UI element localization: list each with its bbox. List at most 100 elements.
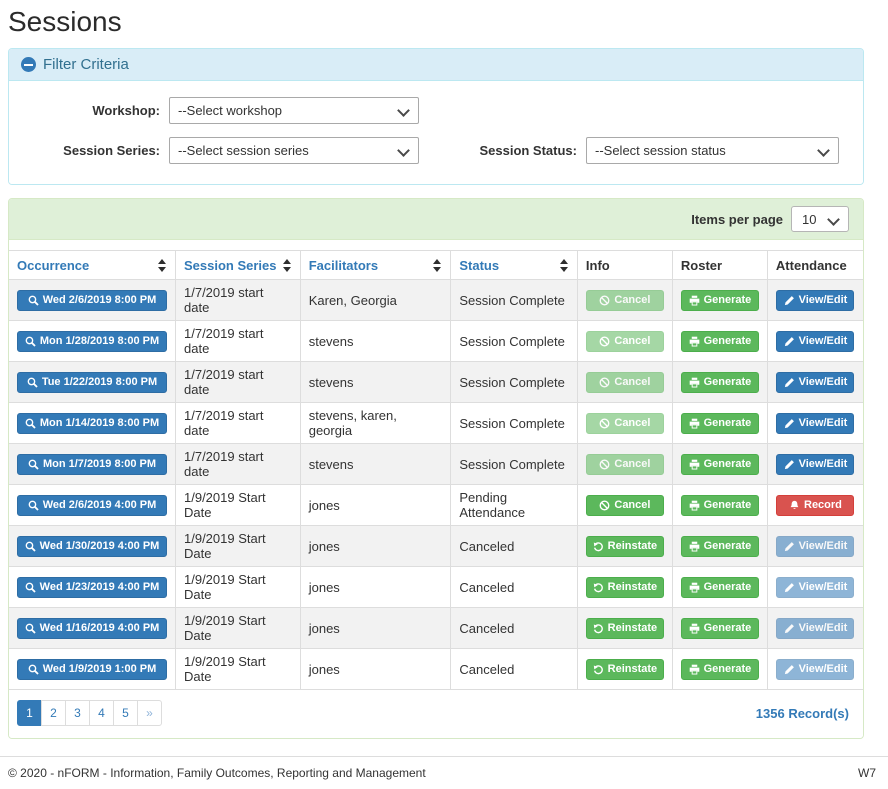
page-title: Sessions: [8, 6, 864, 38]
facilitators-cell: jones: [300, 567, 451, 608]
session-series-cell: 1/9/2019 Start Date: [176, 485, 301, 526]
attendance-button-label: View/Edit: [799, 336, 848, 347]
attendance-button[interactable]: View/Edit: [776, 290, 854, 311]
info-button[interactable]: Reinstate: [586, 536, 664, 557]
pencil-icon: [784, 541, 795, 552]
workshop-label: Workshop:: [9, 103, 169, 118]
session-series-label: Session Series:: [9, 143, 169, 158]
info-button[interactable]: Cancel: [586, 495, 664, 516]
attendance-button[interactable]: View/Edit: [776, 413, 854, 434]
sort-icon[interactable]: [283, 259, 292, 272]
page-button-4[interactable]: 4: [89, 700, 114, 726]
occurrence-button[interactable]: Wed 1/30/2019 4:00 PM: [17, 536, 167, 557]
table-row: Mon 1/28/2019 8:00 PM 1/7/2019 start date…: [9, 321, 863, 362]
attendance-button[interactable]: View/Edit: [776, 454, 854, 475]
roster-button[interactable]: Generate: [681, 290, 759, 311]
occurrence-button[interactable]: Wed 2/6/2019 4:00 PM: [17, 495, 167, 516]
status-cell: Session Complete: [451, 362, 578, 403]
page-button-3[interactable]: 3: [65, 700, 90, 726]
workshop-select[interactable]: --Select workshop: [169, 97, 419, 124]
occurrence-cell: Wed 1/30/2019 4:00 PM: [9, 526, 176, 567]
status-cell: Canceled: [451, 608, 578, 649]
roster-button[interactable]: Generate: [681, 618, 759, 639]
column-header-occurrence[interactable]: Occurrence: [9, 251, 176, 280]
page-button-next[interactable]: »: [137, 700, 162, 726]
facilitators-cell: jones: [300, 608, 451, 649]
attendance-button-label: View/Edit: [799, 582, 848, 593]
occurrence-button[interactable]: Tue 1/22/2019 8:00 PM: [17, 372, 167, 393]
table-header-row: Occurrence Session Series FacilitatorsStat…: [9, 251, 863, 280]
roster-button[interactable]: Generate: [681, 331, 759, 352]
session-series-cell: 1/7/2019 start date: [176, 403, 301, 444]
info-button[interactable]: Reinstate: [586, 659, 664, 680]
occurrence-button-label: Wed 2/6/2019 4:00 PM: [43, 500, 157, 511]
roster-button-label: Generate: [704, 623, 752, 634]
attendance-button[interactable]: View/Edit: [776, 331, 854, 352]
column-header-session-series[interactable]: Session Series: [176, 251, 301, 280]
table-row: Tue 1/22/2019 8:00 PM1/7/2019 start date…: [9, 362, 863, 403]
search-icon: [27, 377, 38, 388]
table-row: Wed 2/6/2019 4:00 PM 1/9/2019 Start Datej…: [9, 485, 863, 526]
roster-button[interactable]: Generate: [681, 536, 759, 557]
roster-button-label: Generate: [704, 582, 752, 593]
attendance-button-label: Record: [804, 500, 842, 511]
filter-criteria-header[interactable]: Filter Criteria: [9, 49, 863, 81]
info-button-label: Cancel: [614, 459, 650, 470]
roster-cell: Generate: [672, 280, 767, 321]
roster-button-label: Generate: [704, 336, 752, 347]
sort-icon[interactable]: [158, 259, 167, 272]
sort-icon[interactable]: [560, 259, 569, 272]
column-header-status[interactable]: Status: [451, 251, 578, 280]
roster-button[interactable]: Generate: [681, 495, 759, 516]
session-series-cell: 1/9/2019 Start Date: [176, 567, 301, 608]
attendance-cell: View/Edit: [767, 444, 863, 485]
session-series-select[interactable]: --Select session series: [169, 137, 419, 164]
info-button[interactable]: Reinstate: [586, 618, 664, 639]
status-cell: Session Complete: [451, 321, 578, 362]
attendance-button[interactable]: Record: [776, 495, 854, 516]
search-icon: [25, 623, 36, 634]
info-cell: Cancel: [577, 444, 672, 485]
occurrence-button-label: Wed 1/30/2019 4:00 PM: [40, 541, 160, 552]
page-button-2[interactable]: 2: [41, 700, 66, 726]
roster-button[interactable]: Generate: [681, 659, 759, 680]
occurrence-button[interactable]: Mon 1/7/2019 8:00 PM: [17, 454, 167, 475]
occurrence-button-label: Wed 1/9/2019 1:00 PM: [43, 664, 157, 675]
roster-button[interactable]: Generate: [681, 372, 759, 393]
session-series-cell: 1/7/2019 start date: [176, 444, 301, 485]
occurrence-button[interactable]: Wed 1/16/2019 4:00 PM: [17, 618, 167, 639]
attendance-button: View/Edit: [776, 659, 854, 680]
facilitators-cell: jones: [300, 526, 451, 567]
occurrence-button[interactable]: Wed 1/23/2019 4:00 PM: [17, 577, 167, 598]
roster-button[interactable]: Generate: [681, 413, 759, 434]
attendance-button[interactable]: View/Edit: [776, 372, 854, 393]
column-header-facilitators[interactable]: Facilitators: [300, 251, 451, 280]
facilitators-cell: jones: [300, 485, 451, 526]
roster-button-label: Generate: [704, 664, 752, 675]
ban-icon: [599, 500, 610, 511]
status-cell: Session Complete: [451, 280, 578, 321]
occurrence-button[interactable]: Wed 1/9/2019 1:00 PM: [17, 659, 167, 680]
session-status-select[interactable]: --Select session status: [586, 137, 839, 164]
items-per-page-select-wrap: 10: [791, 206, 849, 232]
info-button-label: Cancel: [614, 377, 650, 388]
page-button-5[interactable]: 5: [113, 700, 138, 726]
info-button[interactable]: Reinstate: [586, 577, 664, 598]
table-row: Wed 1/30/2019 4:00 PM1/9/2019 Start Date…: [9, 526, 863, 567]
undo-icon: [593, 623, 604, 634]
session-series-cell: 1/7/2019 start date: [176, 321, 301, 362]
occurrence-button[interactable]: Mon 1/28/2019 8:00 PM: [17, 331, 167, 352]
occurrence-button[interactable]: Mon 1/14/2019 8:00 PM: [17, 413, 167, 434]
column-header-label: Session Series: [184, 258, 277, 273]
page-button-1[interactable]: 1: [17, 700, 42, 726]
roster-button[interactable]: Generate: [681, 454, 759, 475]
status-cell: Canceled: [451, 567, 578, 608]
roster-button[interactable]: Generate: [681, 577, 759, 598]
sort-icon[interactable]: [433, 259, 442, 272]
info-cell: Cancel: [577, 485, 672, 526]
pencil-icon: [784, 582, 795, 593]
items-per-page-select[interactable]: 10: [791, 206, 849, 232]
sessions-table-panel: Items per page 10 OccurrenceSession Seri…: [8, 198, 864, 739]
table-row: Wed 1/9/2019 1:00 PM1/9/2019 Start Datej…: [9, 649, 863, 690]
occurrence-button[interactable]: Wed 2/6/2019 8:00 PM: [17, 290, 167, 311]
